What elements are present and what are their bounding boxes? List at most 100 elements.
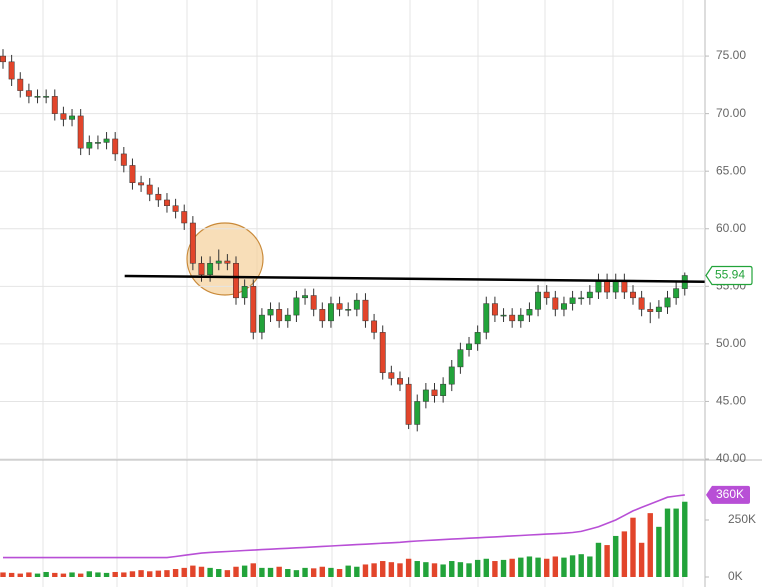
candle-body (388, 372, 395, 379)
candle-body (86, 142, 93, 149)
volume-bar (310, 568, 317, 577)
candle-body (543, 291, 550, 299)
volume-bar (250, 563, 256, 577)
candle-body (310, 295, 317, 310)
volume-bar (457, 562, 464, 577)
volume-bar (121, 572, 127, 577)
volume-bar (380, 561, 386, 577)
y-tick-label: 40.00 (716, 451, 746, 465)
volume-bar (216, 569, 222, 577)
candle-body (647, 309, 654, 312)
volume-bar (526, 556, 533, 577)
volume-bar (621, 531, 628, 577)
highlight-circle (186, 222, 264, 296)
candle-body (561, 303, 567, 310)
y-tick-label: 75.00 (716, 48, 746, 62)
candle-body (120, 153, 127, 166)
volume-bar (664, 508, 671, 577)
candle-body (112, 138, 119, 155)
candle-body (155, 193, 162, 201)
volume-bar (630, 517, 636, 577)
candle-body (181, 211, 188, 224)
volume-bar (43, 571, 49, 577)
y-tick-label: 45.00 (716, 394, 746, 408)
candle-body (431, 389, 438, 396)
candle-body (483, 303, 490, 333)
volume-bar (328, 567, 334, 577)
volume-bar (259, 567, 265, 577)
volume-bar (535, 557, 541, 577)
volume-tick-label: 250K (728, 512, 756, 526)
candle-body (655, 306, 662, 312)
volume-bar (103, 572, 110, 577)
candle-body (362, 299, 369, 322)
candle-body (129, 165, 136, 183)
price-label-box (705, 265, 753, 286)
candle-body (379, 332, 386, 373)
candle-body (34, 96, 41, 98)
volume-bar (500, 559, 507, 577)
volume-bar (552, 556, 559, 577)
volume-bar (647, 513, 653, 577)
volume-bar (77, 573, 84, 577)
volume-bar (492, 561, 498, 577)
volume-bar (682, 501, 688, 577)
volume-bar (26, 572, 32, 577)
volume-bar (561, 557, 567, 577)
candle-body (422, 389, 429, 402)
volume-bar (8, 572, 15, 577)
volume-bar (302, 567, 308, 577)
candle-body (327, 303, 334, 322)
candle-body (103, 138, 110, 143)
candle-body (353, 299, 360, 310)
volume-bar (656, 526, 662, 577)
candle-body (241, 286, 248, 299)
volume-bar (241, 565, 248, 577)
candle-body (535, 291, 542, 310)
candle-body (630, 291, 636, 299)
candle-body (172, 205, 179, 212)
candle-body (284, 314, 291, 322)
volume-bar (0, 572, 6, 577)
candle-body (319, 309, 326, 322)
candle-body (569, 297, 576, 304)
volume-label-box (706, 485, 750, 504)
volume-bar (423, 562, 429, 577)
candle-body (94, 142, 101, 144)
volume-bar (224, 570, 231, 577)
volume-bar (181, 567, 187, 577)
candle-body (552, 297, 559, 310)
candle-body (509, 314, 516, 322)
candle-body (215, 260, 222, 264)
candle-body (526, 309, 533, 316)
y-tick-label: 60.00 (716, 221, 746, 235)
volume-bar (112, 571, 118, 577)
volume-bar (172, 569, 179, 577)
volume-bar (466, 563, 472, 577)
volume-bar (638, 542, 645, 577)
volume-bar (509, 558, 515, 577)
candle-body (345, 309, 352, 311)
volume-bar (405, 558, 412, 577)
candle-body (25, 90, 32, 97)
volume-bar (569, 555, 576, 577)
volume-bar (474, 559, 481, 577)
candle-body (69, 115, 75, 120)
volume-bar (578, 554, 584, 577)
volume-bar (129, 571, 136, 577)
trendline (124, 274, 705, 283)
candle-body (233, 263, 239, 299)
volume-tick-label: 0K (728, 569, 743, 583)
price-label: 55.94 (715, 268, 745, 282)
vertical-grid (42, 0, 684, 587)
candle-body (336, 303, 343, 310)
volume-bar (155, 570, 162, 577)
candle-body (189, 222, 196, 264)
candle-body (414, 401, 421, 425)
candle-body (8, 61, 15, 80)
candle-body (146, 184, 153, 195)
volume-bar (267, 567, 274, 577)
volume-bar (397, 563, 403, 577)
volume-bar (207, 567, 213, 577)
volume-bar (86, 571, 92, 577)
